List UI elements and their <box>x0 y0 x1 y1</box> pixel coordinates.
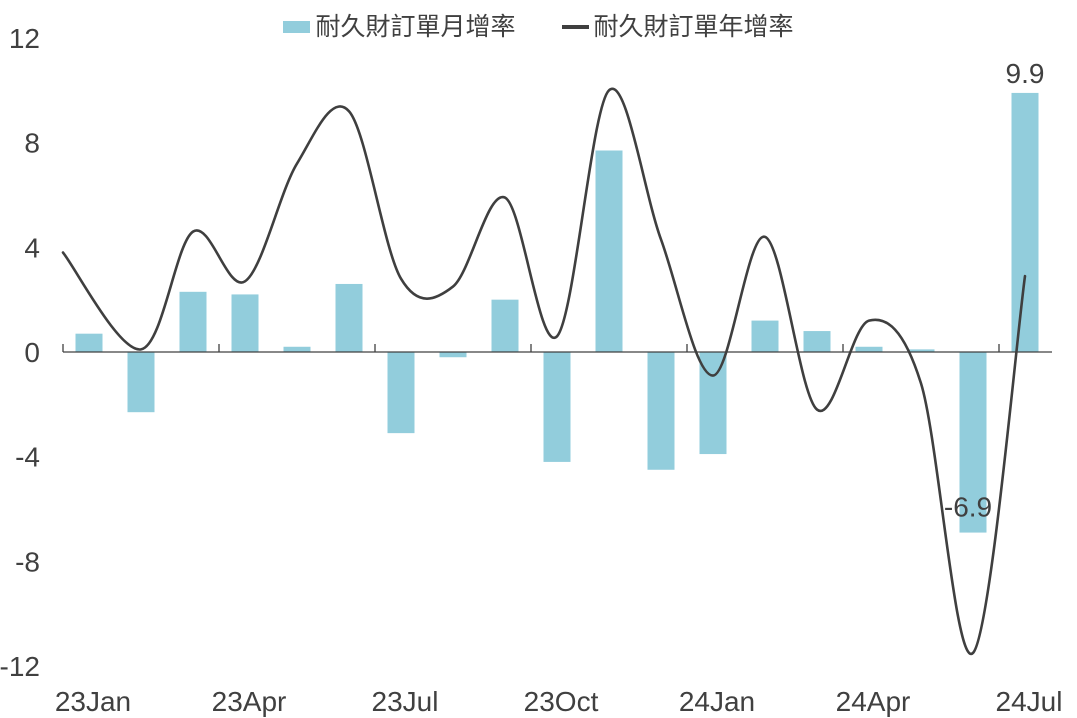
bar-23Nov <box>595 150 623 352</box>
bar-23Jan <box>75 333 103 352</box>
line-series-swatch <box>561 25 589 29</box>
legend: 耐久財訂單月增率 耐久財訂單年增率 <box>0 12 1077 42</box>
y-axis-label-0: 0 <box>24 337 40 368</box>
bar-24Mar <box>803 331 831 352</box>
bar-23Apr <box>231 294 259 352</box>
bar-23Sep <box>491 299 519 352</box>
line-series-label: 耐久財訂單年增率 <box>593 13 794 41</box>
y-axis-label--4: -4 <box>15 442 40 473</box>
bar-24Feb <box>751 320 779 352</box>
bar-value-label-24Jun: -6.9 <box>944 492 992 523</box>
bar-series-label: 耐久財訂單月增率 <box>315 13 516 41</box>
bar-23Jul <box>387 352 415 434</box>
x-axis-label-23Jul: 23Jul <box>372 686 439 717</box>
bar-24Apr <box>855 346 883 352</box>
x-axis-label-24Jan: 24Jan <box>679 686 755 717</box>
bar-series-swatch <box>283 21 311 33</box>
bar-24Jul <box>1011 92 1039 353</box>
bar-23Dec <box>647 352 675 470</box>
x-axis-label-24Jul: 24Jul <box>996 686 1063 717</box>
bar-23Oct <box>543 352 571 462</box>
bar-23Mar <box>179 291 207 352</box>
y-axis-label--8: -8 <box>15 546 40 577</box>
bar-23Jun <box>335 283 363 352</box>
bar-23May <box>283 346 311 352</box>
bar-value-label-24Jul: 9.9 <box>1006 58 1045 89</box>
bar-23Aug <box>439 352 467 358</box>
yoy-line-path <box>61 87 1027 655</box>
y-axis-label-8: 8 <box>24 128 40 159</box>
y-axis-label-4: 4 <box>24 232 40 263</box>
bar-24May <box>907 349 935 352</box>
x-axis-label-23Jan: 23Jan <box>55 686 131 717</box>
y-axis-label-12: 12 <box>9 23 40 54</box>
y-axis-label--12: -12 <box>0 651 40 682</box>
x-axis-label-23Apr: 23Apr <box>212 686 287 717</box>
x-axis-label-23Oct: 23Oct <box>524 686 599 717</box>
bar-24Jun <box>959 352 987 533</box>
bar-23Feb <box>127 352 155 413</box>
x-axis-label-24Apr: 24Apr <box>836 686 911 717</box>
